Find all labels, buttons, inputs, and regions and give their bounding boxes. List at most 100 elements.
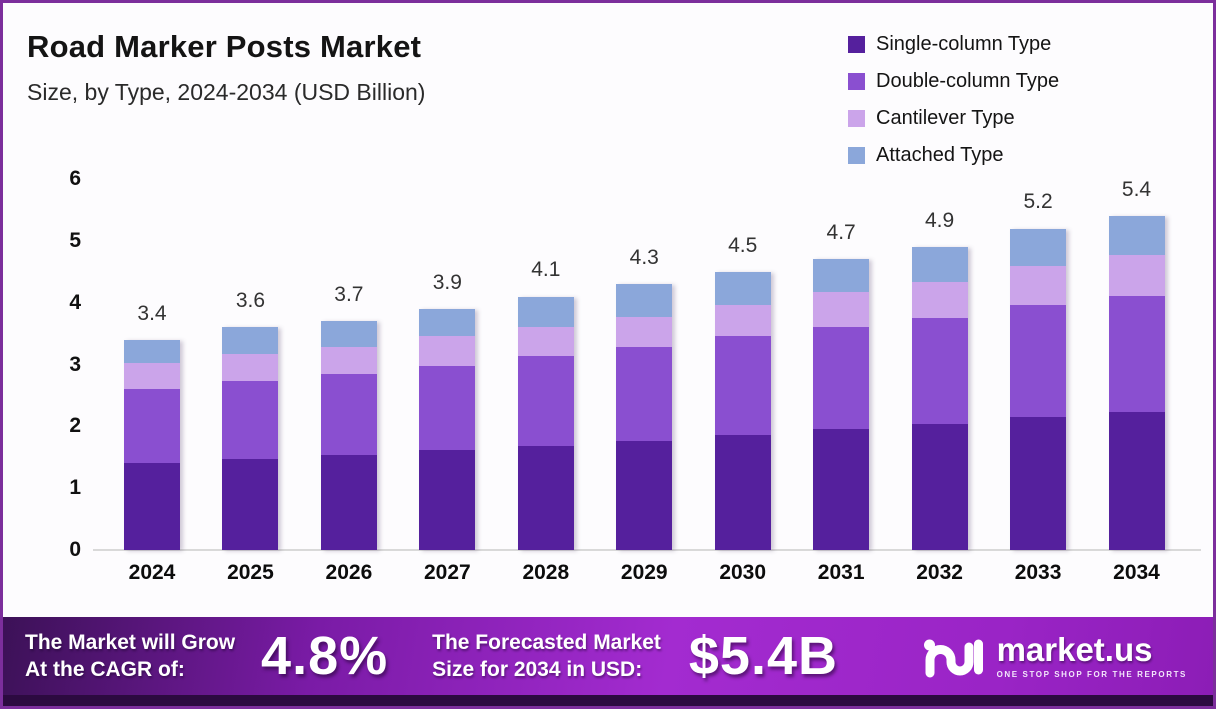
- bar-total-label: 5.2: [1023, 190, 1053, 214]
- legend-item: Double-column Type: [848, 70, 1059, 93]
- chart: 0 1 2 3 4 5 6 3.4 3.6 3.7 3.9 4.1 4.3 4.5 4.7 4.9 5.2 5.…: [3, 3, 1213, 603]
- legend-item: Attached Type: [848, 144, 1059, 167]
- legend-label: Double-column Type: [876, 70, 1060, 92]
- bar-segment: [616, 316, 673, 347]
- bar-segment: [1108, 295, 1165, 412]
- bar-segment: [813, 291, 870, 327]
- bar-segment: [419, 336, 476, 367]
- forecast-label-line1: The Forecasted Market: [432, 630, 661, 654]
- plot-area: 3.4 3.6 3.7 3.9 4.1 4.3 4.5 4.7 4.9 5.2 5.4: [98, 178, 1198, 550]
- bar-segment: [1108, 216, 1165, 256]
- y-tick-label: 3: [69, 352, 81, 376]
- bar-total-label: 5.4: [1121, 178, 1152, 202]
- bar-2027: [419, 308, 476, 550]
- x-axis-line: [93, 549, 1201, 551]
- brand-tagline: ONE STOP SHOP FOR THE REPORTS: [996, 670, 1187, 679]
- bar-2024: [124, 339, 180, 550]
- bar-2025: [222, 327, 279, 550]
- legend-label: Cantilever Type: [876, 107, 1015, 129]
- bar-segment: [911, 247, 968, 282]
- legend-swatch-icon: [848, 73, 865, 90]
- legend-label: Single-column Type: [876, 33, 1052, 55]
- bar-total-label: 3.6: [235, 289, 266, 313]
- bar-segment: [714, 271, 771, 306]
- legend-swatch-icon: [848, 147, 865, 164]
- bar-segment: [222, 354, 279, 382]
- bar-segment: [616, 284, 673, 317]
- y-tick-label: 0: [69, 538, 81, 561]
- bar-segment: [419, 449, 476, 550]
- y-tick-label: 6: [69, 167, 81, 190]
- bar-segment: [1010, 417, 1067, 550]
- bar-segment: [813, 259, 870, 292]
- legend-swatch-icon: [848, 110, 865, 127]
- bar-segment: [1010, 228, 1067, 267]
- marketus-logo: market.us ONE STOP SHOP FOR THE REPORTS: [923, 632, 1187, 680]
- x-tick-label: 2031: [817, 561, 865, 584]
- y-tick-label: 5: [69, 228, 81, 252]
- cagr-label-line1: The Market will Grow: [25, 630, 236, 654]
- bar-segment: [813, 326, 870, 430]
- x-axis-labels: 2024 2025 2026 2027 2028 2029 2030 2031 2032 2033…: [98, 561, 1198, 591]
- bar-2032: [911, 247, 968, 550]
- x-tick-label: 2033: [1014, 561, 1062, 584]
- bar-2034: [1108, 216, 1165, 550]
- bar-2026: [320, 321, 377, 550]
- x-tick-label: 2024: [128, 561, 176, 584]
- bar-segment: [517, 296, 574, 327]
- footer-banner: The Market will Grow At the CAGR of: 4.8…: [3, 617, 1213, 695]
- bar-segment: [1010, 304, 1067, 418]
- bar-segment: [124, 363, 180, 390]
- chart-title: Road Marker Posts Market: [27, 29, 422, 64]
- x-tick-label: 2032: [916, 561, 963, 584]
- bar-segment: [124, 463, 180, 550]
- bar-segment: [616, 440, 673, 550]
- bar-segment: [222, 327, 279, 354]
- bar-total-label: 4.7: [826, 221, 856, 245]
- cagr-label-line2: At the CAGR of:: [25, 658, 185, 681]
- legend-swatch-icon: [848, 36, 865, 53]
- bar-segment: [714, 435, 771, 550]
- bar-segment: [1108, 411, 1165, 550]
- x-tick-label: 2027: [423, 561, 471, 584]
- legend-item: Single-column Type: [848, 33, 1059, 56]
- legend: Single-column Type Double-column Type Cant…: [848, 33, 1059, 181]
- bar-segment: [714, 305, 771, 337]
- bar-segment: [911, 281, 968, 318]
- cagr-label: The Market will Grow At the CAGR of:: [25, 629, 235, 684]
- bar-segment: [911, 317, 968, 424]
- bar-segment: [222, 459, 279, 550]
- bar-total-label: 4.1: [531, 258, 561, 282]
- bar-total-label: 3.7: [334, 283, 364, 307]
- x-tick-label: 2025: [227, 561, 274, 584]
- cagr-value: 4.8%: [261, 626, 389, 686]
- x-tick-label: 2028: [522, 561, 570, 584]
- bar-segment: [320, 321, 377, 347]
- bar-segment: [1010, 266, 1067, 305]
- legend-item: Cantilever Type: [848, 107, 1059, 130]
- y-axis: 0 1 2 3 4 5 6: [33, 167, 81, 561]
- bar-total-label: 4.9: [924, 209, 955, 233]
- bar-segment: [320, 346, 377, 375]
- bar-2029: [616, 284, 673, 550]
- x-tick-label: 2034: [1113, 561, 1160, 584]
- bar-segment: [911, 423, 968, 550]
- bar-2028: [517, 296, 574, 550]
- bar-segment: [124, 389, 180, 464]
- bar-segment: [714, 336, 771, 435]
- bar-segment: [320, 455, 377, 550]
- bar-segment: [419, 366, 476, 450]
- x-tick-label: 2026: [325, 561, 373, 584]
- chart-subtitle: Size, by Type, 2024-2034 (USD Billion): [27, 79, 426, 105]
- forecast-value: $5.4B: [688, 626, 838, 686]
- bar-segment: [320, 374, 377, 456]
- bar-total-label: 4.3: [629, 246, 659, 270]
- bar-segment: [517, 326, 574, 357]
- bottom-strip: [3, 695, 1213, 706]
- bar-2031: [813, 259, 870, 550]
- brand-name: market.us: [996, 631, 1153, 668]
- header: Road Marker Posts Market Size, by Type, …: [27, 29, 425, 106]
- bar-segment: [124, 339, 180, 364]
- y-tick-label: 2: [69, 414, 81, 438]
